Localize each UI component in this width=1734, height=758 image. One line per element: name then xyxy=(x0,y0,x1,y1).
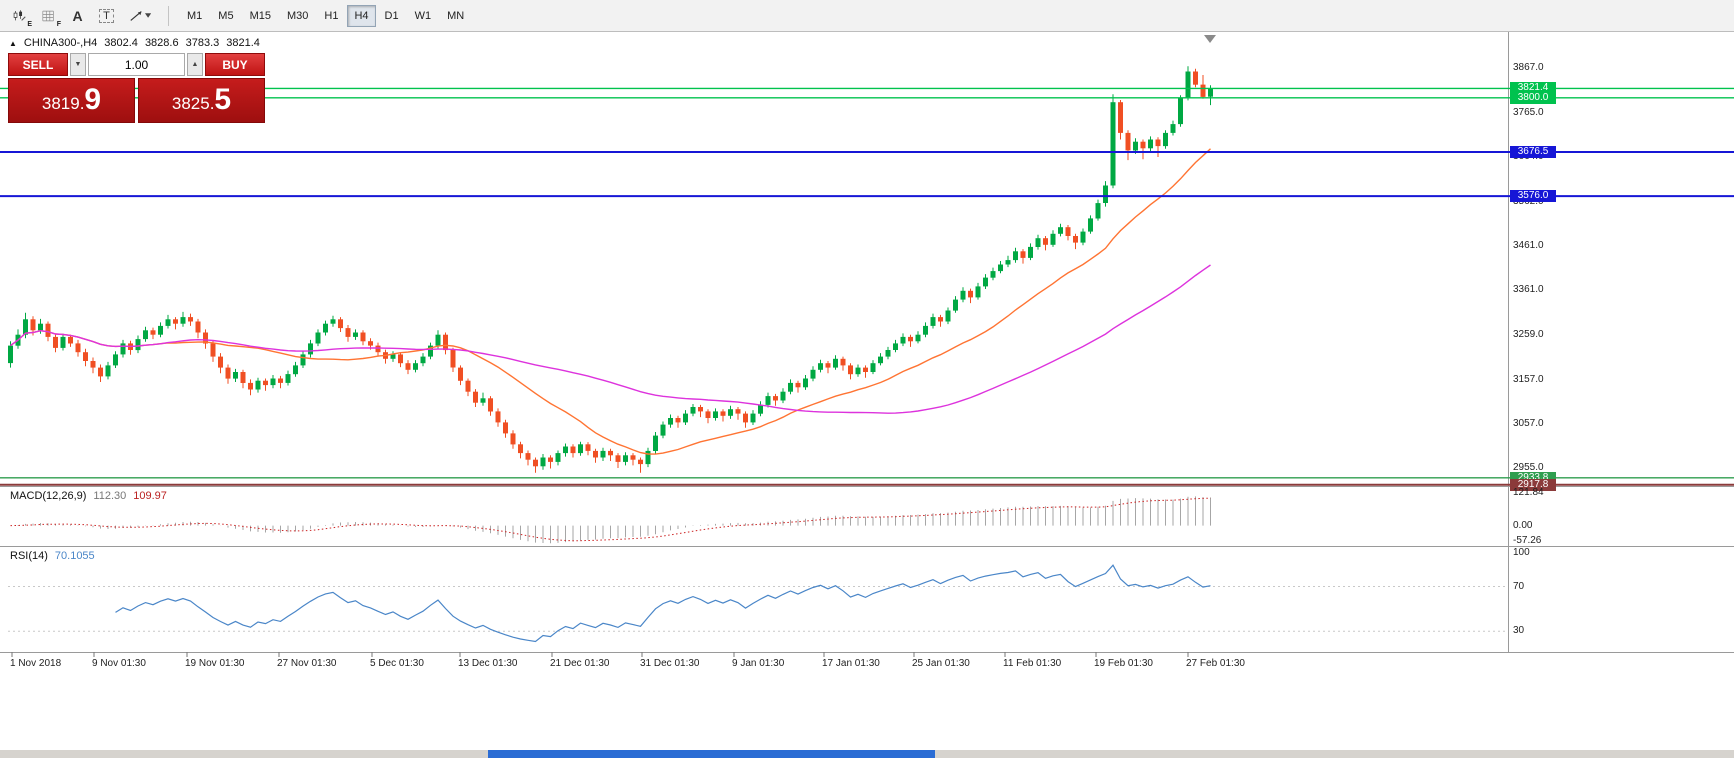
chart-style-sub-label: E xyxy=(27,20,32,28)
indicators-button[interactable]: F xyxy=(35,4,62,28)
price-shift-marker-icon xyxy=(1204,35,1216,43)
candles-layer xyxy=(8,66,1213,473)
timeframe-button-H1[interactable]: H1 xyxy=(317,5,345,27)
symbol-marker-icon: ▲ xyxy=(9,38,17,48)
time-axis-label: 31 Dec 01:30 xyxy=(640,658,700,669)
rsi-line xyxy=(115,564,1211,643)
main-toolbar: E F A T M1 M5 M15 M30 H1 H4 D1 W1 MN xyxy=(0,0,1734,32)
trade-panel-price-row: 3819. 9 3825. 5 xyxy=(8,78,265,123)
time-axis-label: 17 Jan 01:30 xyxy=(822,658,880,669)
time-axis-label: 27 Nov 01:30 xyxy=(277,658,337,669)
chart-area: 3867.0 3765.0 3664.0 3562.0 3461.0 3361.0 3259… xyxy=(0,32,1734,758)
bid-price-main: 3819. xyxy=(41,94,85,113)
bar-open-value: 3802.4 xyxy=(104,37,138,49)
volume-down-button[interactable]: ▼ xyxy=(70,53,86,76)
bottom-strip xyxy=(0,750,1734,758)
time-axis-label: 19 Feb 01:30 xyxy=(1094,658,1153,669)
timeframe-button-M30[interactable]: M30 xyxy=(280,5,315,27)
rsi-label: RSI(14) 70.1055 xyxy=(10,550,95,562)
text-box-icon: T xyxy=(99,8,114,23)
chart-style-button[interactable]: E xyxy=(6,4,33,28)
macd-signal-line xyxy=(10,497,1211,542)
time-axis-label: 27 Feb 01:30 xyxy=(1186,658,1245,669)
timeframe-button-D1[interactable]: D1 xyxy=(378,5,406,27)
line-tools-button[interactable] xyxy=(122,4,158,28)
macd-histogram xyxy=(17,496,1211,544)
ma-slow-line xyxy=(10,264,1211,414)
volume-input[interactable] xyxy=(88,53,185,76)
timeframe-button-H4[interactable]: H4 xyxy=(347,4,376,27)
timeframe-button-M15[interactable]: M15 xyxy=(243,5,278,27)
bar-close-value: 3821.4 xyxy=(226,37,260,49)
time-axis-label: 13 Dec 01:30 xyxy=(458,658,518,669)
toolbar-separator xyxy=(168,5,169,26)
ask-price-box[interactable]: 3825. 5 xyxy=(138,78,265,123)
candlestick-chart-icon xyxy=(13,9,26,21)
time-axis-label: 21 Dec 01:30 xyxy=(550,658,610,669)
bid-price-big-digit: 9 xyxy=(84,83,102,116)
timeframe-button-MN[interactable]: MN xyxy=(440,5,471,27)
time-axis-label: 25 Jan 01:30 xyxy=(912,658,970,669)
ask-price-big-digit: 5 xyxy=(214,83,232,116)
symbol-name: CHINA300-,H4 xyxy=(23,37,98,49)
macd-signal-value: 109.97 xyxy=(133,490,167,502)
time-axis-label: 19 Nov 01:30 xyxy=(185,658,245,669)
timeframe-button-M5[interactable]: M5 xyxy=(211,5,240,27)
trendline-icon xyxy=(130,10,142,21)
chevron-down-icon xyxy=(144,13,151,18)
timeframe-group: M1 M5 M15 M30 H1 H4 D1 W1 MN xyxy=(179,4,472,27)
one-click-trade-panel: SELL ▼ ▲ BUY 3819.9 3825.5 xyxy=(8,53,265,123)
text-label-tool-button[interactable]: A xyxy=(64,4,91,28)
trade-panel-top-row: SELL ▼ ▲ BUY xyxy=(8,53,265,76)
indicators-sub-label: F xyxy=(56,20,61,28)
rsi-value: 70.1055 xyxy=(54,550,95,562)
rsi-name: RSI(14) xyxy=(10,550,48,562)
time-axis-label: 9 Nov 01:30 xyxy=(92,658,146,669)
grid-icon xyxy=(42,10,54,21)
bar-high-value: 3828.6 xyxy=(144,37,179,49)
volume-up-button[interactable]: ▲ xyxy=(187,53,203,76)
sell-button[interactable]: SELL xyxy=(8,53,68,76)
timeframe-button-M1[interactable]: M1 xyxy=(180,5,209,27)
ask-price-main: 3825. xyxy=(171,94,215,113)
text-box-tool-button[interactable]: T xyxy=(93,4,120,28)
ma-fast-line xyxy=(10,148,1211,455)
time-axis-label: 9 Jan 01:30 xyxy=(732,658,785,669)
macd-main-value: 112.30 xyxy=(93,490,127,502)
macd-name: MACD(12,26,9) xyxy=(10,490,87,502)
taskbar-thumb[interactable] xyxy=(488,750,935,758)
time-axis-label: 11 Feb 01:30 xyxy=(1003,658,1062,669)
buy-button[interactable]: BUY xyxy=(205,53,265,76)
time-axis-label: 5 Dec 01:30 xyxy=(370,658,424,669)
time-axis-label: 1 Nov 2018 xyxy=(10,658,62,669)
macd-label: MACD(12,26,9) 112.30 109.97 xyxy=(10,490,167,502)
bar-low-value: 3783.3 xyxy=(185,37,220,49)
text-label-icon: A xyxy=(72,7,83,24)
timeframe-button-W1[interactable]: W1 xyxy=(408,5,439,27)
symbol-info-line: ▲ CHINA300-,H4 3802.4 3828.6 3783.3 3821… xyxy=(9,37,260,49)
bid-price-box[interactable]: 3819. 9 xyxy=(8,78,135,123)
